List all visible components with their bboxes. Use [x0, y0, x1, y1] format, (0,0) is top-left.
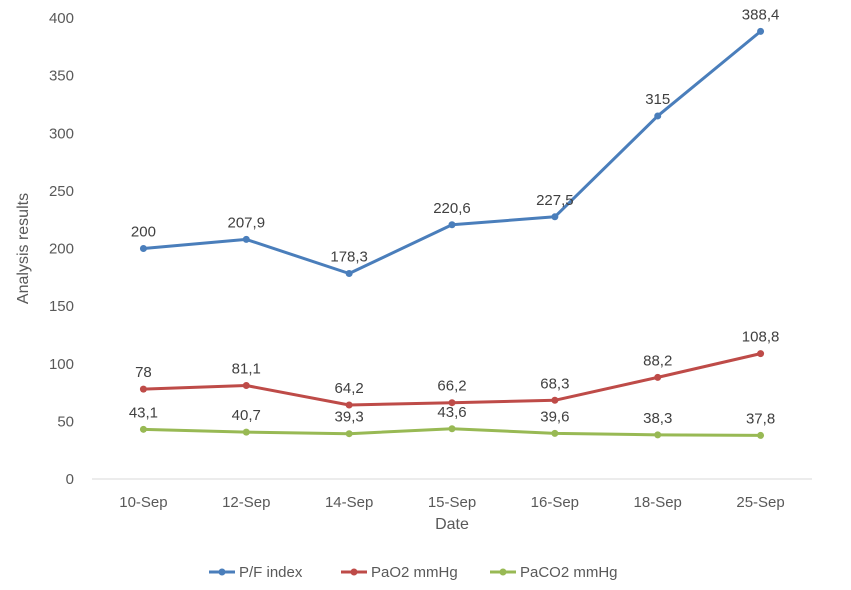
- data-point: [757, 431, 765, 439]
- data-point: [654, 431, 662, 439]
- legend-label: P/F index: [239, 564, 303, 581]
- legend-item: PaCO2 mmHg: [490, 564, 618, 581]
- data-label: 64,2: [335, 380, 364, 397]
- x-tick-label: 15-Sep: [428, 494, 476, 511]
- data-point: [757, 350, 765, 358]
- y-tick-label: 0: [66, 471, 74, 488]
- y-tick-label: 250: [49, 183, 74, 200]
- data-point: [448, 221, 456, 229]
- y-tick-label: 200: [49, 241, 74, 258]
- data-point: [139, 245, 147, 252]
- y-tick-label: 400: [49, 10, 74, 27]
- x-tick-label: 18-Sep: [634, 494, 682, 511]
- data-point: [551, 213, 559, 221]
- data-label: 39,6: [540, 408, 569, 425]
- data-point: [242, 382, 250, 390]
- legend-swatch-marker: [218, 568, 226, 576]
- data-point: [139, 425, 147, 433]
- data-label: 178,3: [330, 249, 368, 266]
- legend-swatch-marker: [499, 568, 507, 576]
- data-label: 66,2: [437, 378, 466, 395]
- x-axis-ticks: 10-Sep 12-Sep 14-Sep 15-Sep 16-Sep 18-Sep 25-S…: [119, 494, 785, 511]
- x-tick-label: 12-Sep: [222, 494, 270, 511]
- series-0: 200 207,9 178,3 220,6 227,5 315 388,4: [131, 6, 780, 278]
- data-point: [242, 235, 250, 243]
- data-label: 40,7: [232, 407, 261, 424]
- data-label: 43,6: [437, 404, 466, 421]
- series-layer: 200 207,9 178,3 220,6 227,5 315 388,4 78 81,1 64,…: [129, 6, 780, 439]
- legend-swatch-marker: [350, 568, 358, 576]
- data-point: [448, 399, 456, 407]
- data-point: [551, 429, 559, 437]
- data-label: 315: [645, 91, 670, 108]
- data-label: 388,4: [742, 6, 780, 23]
- data-point: [345, 270, 353, 278]
- legend-label: PaO2 mmHg: [371, 564, 458, 581]
- data-label: 88,2: [643, 352, 672, 369]
- y-tick-label: 50: [57, 413, 74, 430]
- x-tick-label: 16-Sep: [531, 494, 579, 511]
- data-point: [345, 401, 353, 409]
- data-point: [654, 112, 662, 120]
- data-label: 108,8: [742, 329, 780, 346]
- y-tick-label: 100: [49, 356, 74, 373]
- series-1: 78 81,1 64,2 66,2 68,3 88,2 108,8: [135, 329, 779, 409]
- data-label: 78: [135, 364, 152, 381]
- data-label: 200: [131, 224, 156, 241]
- series-line: [143, 30, 762, 276]
- data-label: 68,3: [540, 375, 569, 392]
- data-point: [139, 385, 147, 393]
- legend-item: PaO2 mmHg: [341, 564, 458, 581]
- x-axis-title: Date: [435, 516, 469, 533]
- x-tick-label: 25-Sep: [736, 494, 784, 511]
- data-label: 81,1: [232, 361, 261, 378]
- data-point: [345, 430, 353, 438]
- data-point: [551, 396, 559, 404]
- data-label: 43,1: [129, 404, 158, 421]
- y-tick-label: 350: [49, 68, 74, 85]
- y-tick-label: 150: [49, 298, 74, 315]
- x-tick-label: 14-Sep: [325, 494, 373, 511]
- data-point: [654, 373, 662, 381]
- legend-item: P/F index: [209, 564, 303, 581]
- y-tick-label: 300: [49, 125, 74, 142]
- series-2: 43,1 40,7 39,3 43,6 39,6 38,3 37,8: [129, 404, 775, 439]
- x-tick-label: 10-Sep: [119, 494, 167, 511]
- data-point: [242, 428, 250, 436]
- data-point: [757, 27, 765, 35]
- data-label: 39,3: [335, 409, 364, 426]
- data-label: 38,3: [643, 410, 672, 427]
- data-label: 227,5: [536, 192, 574, 209]
- data-label: 37,8: [746, 410, 775, 427]
- legend-label: PaCO2 mmHg: [520, 564, 618, 581]
- data-label: 220,6: [433, 200, 471, 217]
- legend: P/F index PaO2 mmHg PaCO2 mmHg: [209, 564, 618, 581]
- data-label: 207,9: [228, 214, 266, 231]
- y-axis-title: Analysis results: [15, 193, 32, 304]
- data-point: [448, 425, 456, 433]
- y-axis-ticks: 0 50 100 150 200 250 300 350 400: [49, 10, 74, 488]
